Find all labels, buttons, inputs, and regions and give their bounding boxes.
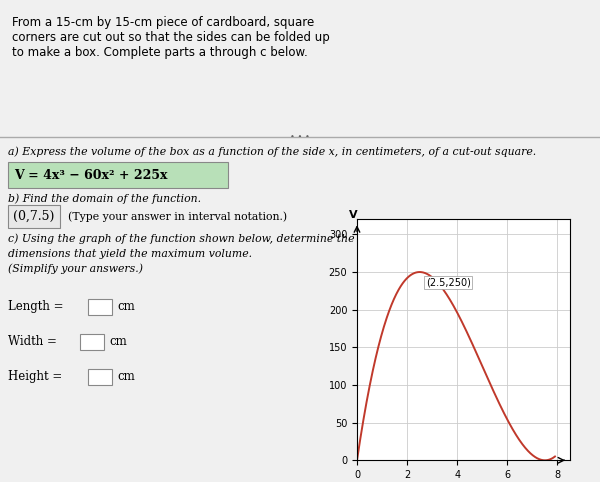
Text: (Type your answer in interval notation.): (Type your answer in interval notation.) [68, 211, 287, 222]
Text: (2.5,250): (2.5,250) [426, 278, 471, 288]
FancyBboxPatch shape [8, 205, 60, 228]
FancyBboxPatch shape [88, 299, 112, 315]
Text: cm: cm [117, 300, 135, 313]
FancyBboxPatch shape [8, 162, 228, 188]
Text: (0,7.5): (0,7.5) [13, 210, 55, 223]
Text: From a 15-cm by 15-cm piece of cardboard, square
corners are cut out so that the: From a 15-cm by 15-cm piece of cardboard… [12, 16, 330, 59]
Text: V = 4x³ − 60x² + 225x: V = 4x³ − 60x² + 225x [14, 169, 167, 182]
Text: cm: cm [117, 370, 135, 383]
Text: • • •: • • • [290, 134, 310, 142]
Text: cm: cm [109, 335, 127, 348]
Text: (Simplify your answers.): (Simplify your answers.) [8, 264, 143, 274]
Text: Length =: Length = [8, 300, 64, 313]
Text: V: V [349, 210, 358, 220]
FancyBboxPatch shape [88, 369, 112, 385]
FancyBboxPatch shape [80, 334, 104, 350]
Text: Width =: Width = [8, 335, 57, 348]
Text: b) Find the domain of the function.: b) Find the domain of the function. [8, 193, 201, 204]
Text: a) Express the volume of the box as a function of the side x, in centimeters, of: a) Express the volume of the box as a fu… [8, 147, 536, 157]
Text: c) Using the graph of the function shown below, determine the: c) Using the graph of the function shown… [8, 234, 355, 244]
Text: Height =: Height = [8, 370, 62, 383]
Text: dimensions that yield the maximum volume.: dimensions that yield the maximum volume… [8, 249, 252, 258]
